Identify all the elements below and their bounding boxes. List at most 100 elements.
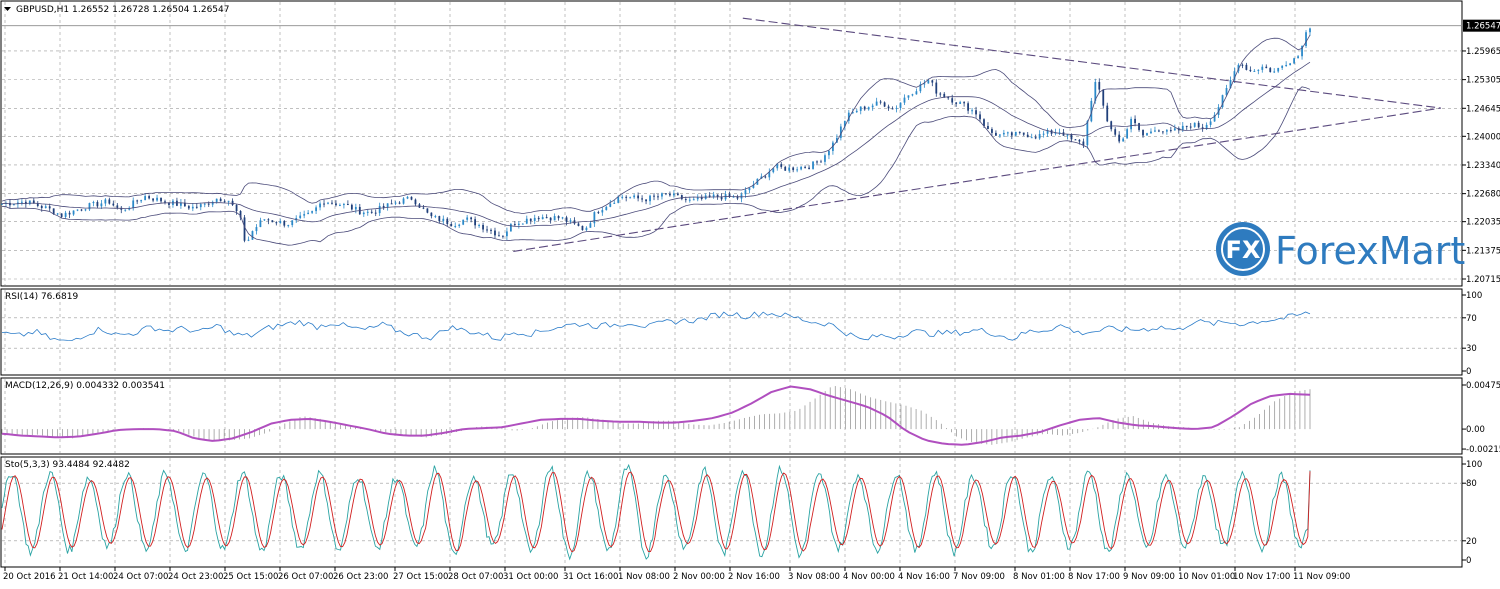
time-axis-label: 10 Nov 17:00 — [1233, 572, 1290, 582]
candle-body — [331, 202, 333, 204]
time-axis-label: 31 Oct 00:00 — [503, 572, 558, 582]
candle-body — [1098, 81, 1101, 90]
candle-body — [796, 169, 799, 171]
stoch-signal-line — [1, 471, 1311, 553]
candle-body — [311, 211, 314, 213]
candle-body — [422, 207, 425, 209]
candle-body — [434, 216, 437, 218]
bollinger-middle-line — [1, 61, 1311, 228]
candle-body — [450, 224, 453, 227]
candle-body — [1102, 89, 1105, 106]
candle-body — [60, 213, 63, 217]
price-axis-label: 1.20715 — [1466, 275, 1500, 285]
candle-body — [259, 220, 262, 228]
macd-panel-title: MACD(12,26,9) 0.004332 0.003541 — [5, 381, 165, 391]
candle-body — [553, 216, 556, 221]
candle-body — [176, 200, 178, 206]
candle-body — [669, 193, 671, 196]
candle-body — [859, 106, 862, 111]
candle-body — [1241, 64, 1244, 66]
candle-body — [557, 216, 560, 219]
candle-body — [943, 93, 946, 98]
candle-body — [1285, 65, 1288, 67]
candle-body — [1209, 121, 1212, 125]
candle-body — [207, 203, 210, 205]
current-price-tag — [1463, 19, 1500, 32]
candle-body — [657, 196, 659, 198]
candle-body — [700, 197, 703, 199]
candle-body — [1253, 70, 1256, 72]
candle-body — [625, 196, 628, 198]
candle-body — [593, 212, 596, 224]
candle-body — [156, 197, 158, 201]
candle-body — [386, 203, 389, 208]
candle-body — [609, 203, 612, 207]
candle-body — [672, 193, 675, 196]
candle-body — [390, 203, 393, 205]
candle-body — [828, 150, 830, 156]
candle-body — [804, 166, 806, 168]
candle-body — [64, 212, 67, 217]
candle-body — [362, 212, 365, 215]
candle-body — [152, 198, 154, 201]
candle-body — [895, 107, 898, 109]
candle-body — [1070, 134, 1073, 140]
candle-body — [605, 206, 608, 211]
candle-body — [1126, 129, 1129, 139]
candle-body — [1034, 137, 1037, 139]
candle-body — [1221, 95, 1224, 108]
candle-body — [1229, 80, 1232, 89]
candle-body — [995, 132, 997, 136]
stoch-panel-frame — [0, 456, 1463, 568]
candle-body — [1082, 141, 1085, 146]
candle-body — [1201, 127, 1204, 130]
candle-body — [1173, 128, 1176, 131]
candle-body — [343, 204, 345, 206]
candle-body — [820, 161, 822, 163]
candle-body — [1106, 105, 1109, 122]
macd-layer — [1, 385, 1311, 446]
candle-body — [947, 97, 950, 99]
candle-body — [903, 97, 906, 103]
candle-body — [684, 199, 687, 201]
price-axis-label: 1.23340 — [1466, 161, 1500, 171]
forexmart-logo: FX ForexMart — [1216, 222, 1465, 276]
candle-body — [1090, 100, 1093, 122]
candle-body — [939, 93, 942, 95]
time-axis-label: 4 Nov 00:00 — [843, 572, 895, 582]
rsi-panel-frame — [0, 288, 1463, 376]
candle-body — [1281, 65, 1284, 68]
candle-body — [44, 206, 47, 209]
candle-body — [843, 120, 846, 127]
candle-body — [56, 213, 59, 215]
stoch-panel-title: Sto(5,3,3) 93.4484 92.4482 — [5, 460, 130, 470]
candle-body — [696, 197, 699, 200]
candle-body — [915, 91, 918, 95]
candle-body — [1205, 124, 1208, 130]
rsi-axis-label: 0 — [1466, 367, 1471, 377]
stoch-axis-label: 80 — [1466, 479, 1477, 489]
candle-body — [1114, 129, 1117, 135]
candle-body — [581, 225, 584, 231]
descending-trendline — [742, 17, 1441, 109]
candle-body — [983, 119, 985, 127]
price-axis-label: 1.22680 — [1466, 190, 1500, 200]
candle-body — [565, 217, 568, 222]
candle-body — [736, 196, 739, 199]
candle-body — [327, 202, 329, 204]
candle-body — [52, 208, 55, 214]
candle-body — [851, 112, 854, 114]
candle-body — [855, 110, 858, 113]
candle-body — [235, 205, 238, 212]
candle-body — [315, 207, 317, 212]
candle-body — [1094, 81, 1097, 101]
candle-body — [291, 220, 294, 226]
collapse-arrow-icon[interactable] — [4, 7, 11, 11]
candle-body — [13, 204, 15, 206]
candle-body — [728, 194, 731, 197]
candle-body — [577, 223, 580, 226]
candle-body — [1058, 132, 1061, 134]
candle-body — [168, 202, 170, 206]
